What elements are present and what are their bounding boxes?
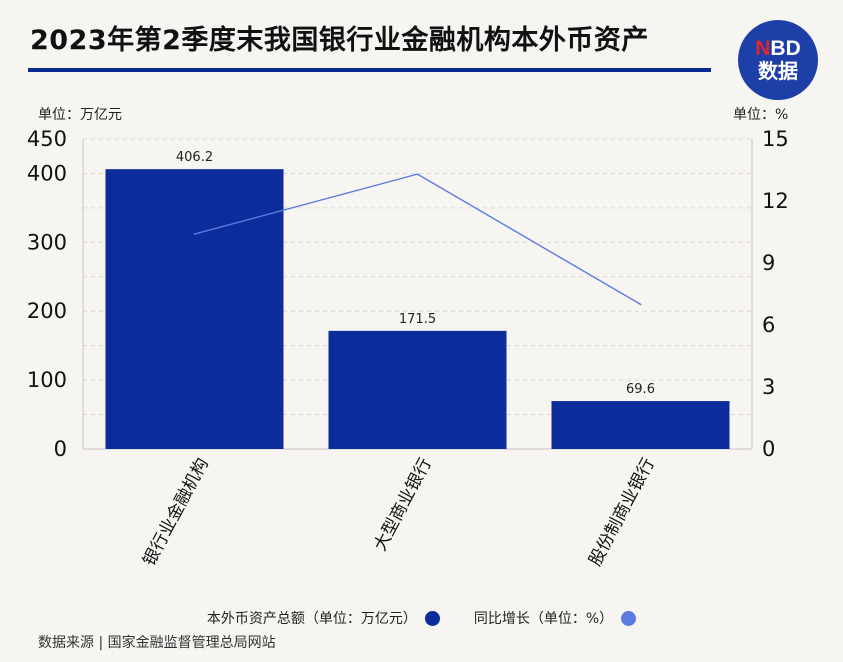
growth-point [639, 303, 642, 306]
bar-data-label: 171.5 [399, 312, 436, 327]
logo-letters-bd: BD [770, 37, 801, 60]
growth-point [193, 233, 196, 235]
nbd-logo: NBD 数据 [738, 20, 818, 100]
left-axis-tick-label: 200 [27, 299, 67, 323]
legend-swatch-assets [424, 610, 440, 626]
bar [328, 330, 507, 449]
bar [551, 401, 730, 449]
right-axis-unit: 单位：% [733, 107, 789, 123]
left-axis-tick-label: 400 [27, 161, 67, 185]
chart-legend: 本外币资产总额（单位：万亿元） 同比增长（单位：%） [0, 608, 843, 628]
bar-data-label: 69.6 [626, 382, 655, 397]
legend-item-growth: 同比增长（单位：%） [473, 608, 637, 628]
chart-title: 2023年第2季度末我国银行业金融机构本外币资产 [30, 25, 649, 56]
logo-letter-n: N [755, 37, 771, 60]
title-underline [28, 68, 711, 72]
right-axis-tick-label: 0 [762, 437, 775, 461]
bar [105, 169, 284, 449]
legend-label-assets: 本外币资产总额（单位：万亿元） [206, 611, 417, 627]
left-axis-unit: 单位：万亿元 [38, 107, 122, 123]
right-axis-tick-label: 6 [762, 313, 775, 337]
category-label: 股份制商业银行 [585, 455, 659, 569]
left-axis-tick-label: 100 [27, 368, 67, 392]
category-label: 大型商业银行 [370, 455, 436, 554]
bar-data-label: 406.2 [176, 150, 213, 165]
growth-point [416, 173, 419, 175]
left-axis-tick-label: 450 [27, 127, 67, 151]
category-label: 银行业金融机构 [139, 455, 213, 569]
right-axis-tick-label: 9 [762, 251, 775, 275]
right-axis-tick-label: 12 [762, 189, 789, 213]
legend-item-assets: 本外币资产总额（单位：万亿元） [207, 608, 440, 628]
right-axis-tick-label: 3 [762, 375, 775, 399]
left-axis-tick-label: 0 [54, 437, 67, 461]
legend-label-growth: 同比增长（单位：%） [473, 611, 614, 627]
legend-swatch-growth [621, 610, 637, 626]
left-axis-tick-label: 300 [27, 230, 67, 254]
logo-subtitle: 数据 [758, 59, 798, 83]
chart-plot: 0 100 200 300 400 450 0 3 6 9 12 15 406.2 171.5 69.6 银行… [27, 127, 789, 569]
data-source: 数据来源 | 国家金融监督管理总局网站 [38, 635, 276, 651]
right-axis-tick-label: 15 [762, 127, 789, 151]
